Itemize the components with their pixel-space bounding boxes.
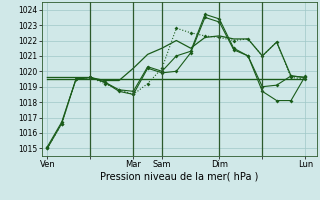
X-axis label: Pression niveau de la mer( hPa ): Pression niveau de la mer( hPa ) bbox=[100, 172, 258, 182]
